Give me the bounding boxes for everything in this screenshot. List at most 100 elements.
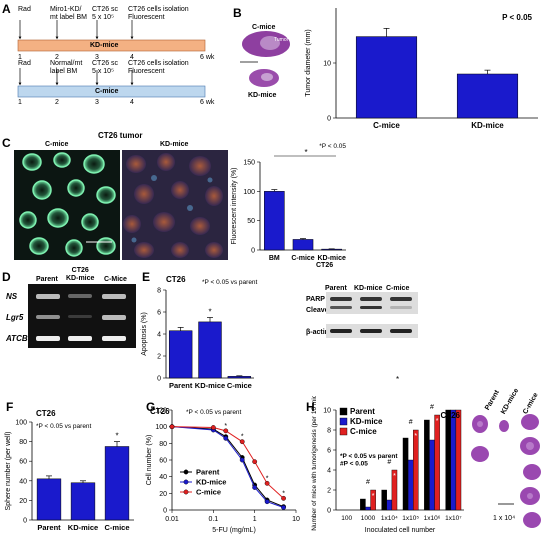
tumor-tag: Tumor [274, 37, 289, 43]
c-title: CT26 tumor [98, 131, 143, 140]
stray-asterisk: * [396, 375, 400, 384]
p-annotation: P < 0.05 [502, 13, 532, 22]
tumor-photos [471, 414, 541, 528]
panel-a-timeline [17, 20, 206, 98]
x-tick-label: KD-mice [68, 523, 98, 532]
y-axis-label: Apoptosis (%) [141, 312, 148, 356]
bar-parent [360, 498, 366, 511]
c-week-6: 6 wk [200, 99, 215, 106]
x-tick-label: 1x10⁴ [381, 515, 398, 522]
bar-c-mice [391, 469, 398, 511]
bar-parent [381, 489, 387, 511]
sig-mark: * [393, 473, 396, 480]
legend-swatch [339, 417, 348, 426]
y-axis-label: Sphere number (per well) [5, 432, 12, 511]
y-tick-label: 8 [157, 288, 161, 295]
chart-g: 0 20 40 60 80 100 120 0.01 0.1 1 10 5-FU (mg/mL) Cel… [146, 407, 300, 534]
y-tick-label: 6 [157, 310, 161, 317]
e-blot-cmice: C-mice [386, 285, 410, 292]
y-tick-label: 80 [159, 441, 167, 448]
bar-kd-mice [198, 321, 222, 379]
x-tick-label: 1x10⁵ [402, 515, 419, 522]
sig-mark: * [224, 423, 227, 430]
c-kdmice-label: KD-mice [160, 141, 189, 148]
x-tick-label: 10 [292, 516, 300, 523]
bar-kd-mice [450, 409, 457, 511]
sig-mark: # [430, 404, 434, 411]
legend-swatch [339, 407, 348, 416]
kd-week-1: 1 [18, 54, 22, 61]
data-point [169, 424, 175, 430]
x-tick-label: KD-mice [471, 121, 504, 130]
y-tick-label: 6 [327, 448, 331, 455]
bar-kd-mice [429, 439, 435, 511]
e-row-actin: β-actin [306, 329, 329, 336]
legend-label: Parent [196, 468, 220, 477]
kd-ct26: CT26 sc 5 x 10⁵ [92, 6, 119, 21]
sig-mark: * [241, 434, 244, 441]
c-week-1: 1 [18, 99, 22, 106]
sig-mark: * [115, 432, 118, 441]
bar-kd-mice [70, 482, 96, 521]
c-week-2: 2 [55, 99, 59, 106]
kd-rad: Rad [18, 6, 31, 13]
y-tick-label: 0 [23, 518, 27, 525]
bar-kd-mice [321, 248, 342, 251]
y-tick-label: 100 [243, 189, 255, 196]
x-tick-label: 1000 [361, 515, 376, 522]
x-tick-label: 0.1 [208, 516, 218, 523]
bar-parent [402, 437, 409, 511]
d-row-atcb: ATCB [6, 334, 28, 343]
c-cmice-label: C-mice [45, 141, 69, 148]
gel-image [28, 284, 136, 348]
x-axis-label: Inoculated cell number [365, 527, 436, 534]
p-annotation: *P < 0.05 vs parent [340, 453, 398, 460]
legend-marker [183, 489, 189, 495]
y-tick-label: 100 [15, 420, 27, 427]
y-tick-label: 2 [157, 354, 161, 361]
y-tick-label: 8 [327, 428, 331, 435]
bar-c-mice [413, 429, 419, 511]
chart-b: 0 10 C-mice KD-mice Tumor diameter (mm) P < 0… [305, 8, 538, 130]
y-tick-label: 80 [19, 439, 27, 446]
sig-mark: * [282, 490, 285, 497]
y-tick-label: 0 [163, 508, 167, 515]
legend-marker [183, 479, 189, 485]
c-group-label: CT26 [316, 262, 334, 269]
c-bm-label: Normal/mt label BM [50, 60, 83, 75]
y-tick-label: 10 [323, 408, 331, 415]
x-tick-label: 1x10⁷ [445, 515, 462, 522]
data-point [252, 459, 258, 465]
bar-parent [445, 409, 451, 511]
data-point [264, 499, 270, 505]
d-row-lgr5: Lgr5 [6, 313, 24, 322]
c-week-3: 3 [95, 99, 99, 106]
c-week-4: 4 [130, 99, 134, 106]
y-tick-label: 40 [159, 474, 167, 481]
p-annotation: #P < 0.05 [340, 461, 368, 468]
y-tick-label: 2 [327, 488, 331, 495]
y-tick-label: 20 [19, 498, 27, 505]
bar-bm [264, 191, 285, 251]
bar-kd-mice [407, 459, 414, 511]
data-point [223, 428, 229, 434]
d-col-parent: Parent [36, 276, 58, 283]
c-ct26: CT26 sc 5 x 10⁵ [92, 60, 119, 75]
y-tick-label: 40 [19, 478, 27, 485]
kd-bar-label: KD-mice [90, 42, 119, 49]
y-tick-label: 60 [159, 458, 167, 465]
data-point [210, 425, 216, 430]
chart-title: CT26 [166, 275, 186, 284]
y-tick-label: 4 [157, 332, 161, 339]
kd-week-4: 4 [130, 54, 134, 61]
y-tick-label: 0 [327, 116, 331, 123]
e-blot-kd: KD-mice [354, 285, 383, 292]
x-tick-label: 1 [253, 516, 257, 523]
sig-mark: # [366, 479, 370, 486]
d-col-kd: CT26 KD-mice [66, 267, 95, 282]
x-tick-label: C-mice [291, 255, 314, 262]
p-annotation: *P < 0.05 [319, 143, 346, 150]
y-tick-label: 0 [327, 508, 331, 515]
panel-b-label: B [233, 6, 242, 20]
x-tick-label: C-mice [373, 121, 400, 130]
